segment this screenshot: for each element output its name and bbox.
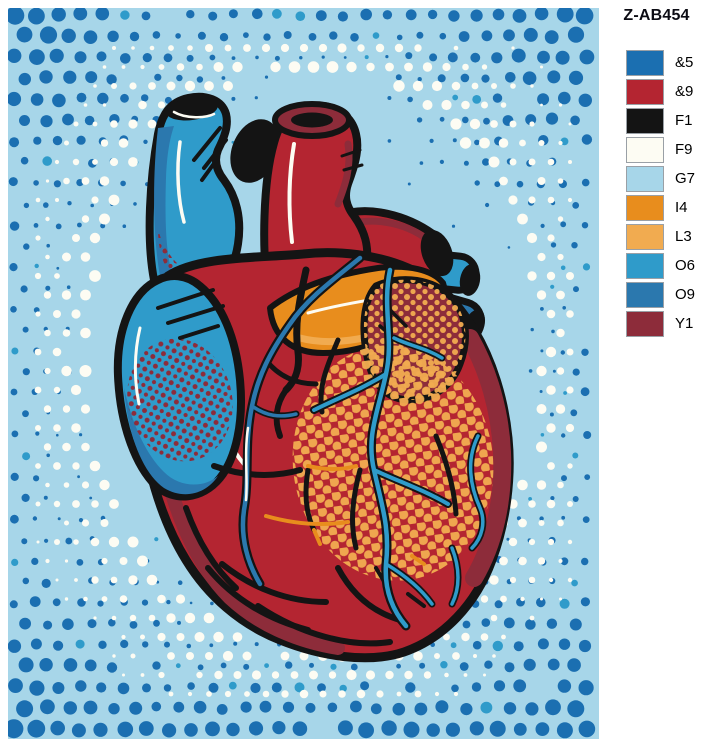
anatomical-heart-illustration xyxy=(113,92,514,663)
legend-row: O9 xyxy=(626,282,695,308)
legend-code-label: Y1 xyxy=(675,315,694,332)
legend-row: I4 xyxy=(626,195,695,221)
legend-color-swatch xyxy=(626,108,664,134)
legend-color-swatch xyxy=(626,253,664,279)
legend-row: O6 xyxy=(626,253,695,279)
paint-by-numbers-canvas xyxy=(8,8,599,739)
orange-vein-highlights xyxy=(264,464,426,566)
legend-row: F9 xyxy=(626,137,695,163)
legend-code-label: L3 xyxy=(675,228,692,245)
coronary-veins xyxy=(240,255,485,629)
legend-color-swatch xyxy=(626,79,664,105)
legend-row: &9 xyxy=(626,79,695,105)
legend-color-swatch xyxy=(626,137,664,163)
legend-code-label: &5 xyxy=(675,54,694,71)
legend-row: F1 xyxy=(626,108,695,134)
color-legend-panel: Z-AB454 &5 &9 F1 F9 G7 I4 L3 O6 O9 Y1 xyxy=(600,0,713,750)
legend-row: &5 xyxy=(626,50,695,76)
legend-row: G7 xyxy=(626,166,695,192)
product-code: Z-AB454 xyxy=(623,7,690,24)
legend-color-swatch xyxy=(626,282,664,308)
legend-code-label: F9 xyxy=(675,141,693,158)
legend-code-label: O9 xyxy=(675,286,696,303)
legend-code-label: F1 xyxy=(675,112,693,129)
legend-row: Y1 xyxy=(626,311,695,337)
right-atrium xyxy=(113,272,246,501)
heart-artwork xyxy=(8,8,596,739)
legend-code-label: O6 xyxy=(675,257,696,274)
legend-color-swatch xyxy=(626,195,664,221)
legend-color-swatch xyxy=(626,166,664,192)
legend-color-swatch xyxy=(626,50,664,76)
legend-code-label: G7 xyxy=(675,170,696,187)
legend-code-label: &9 xyxy=(675,83,694,100)
legend-color-swatch xyxy=(626,311,664,337)
legend-code-label: I4 xyxy=(675,199,688,216)
legend-list: &5 &9 F1 F9 G7 I4 L3 O6 O9 Y1 xyxy=(626,50,695,340)
legend-color-swatch xyxy=(626,224,664,250)
fissure-lines xyxy=(211,266,459,623)
legend-row: L3 xyxy=(626,224,695,250)
